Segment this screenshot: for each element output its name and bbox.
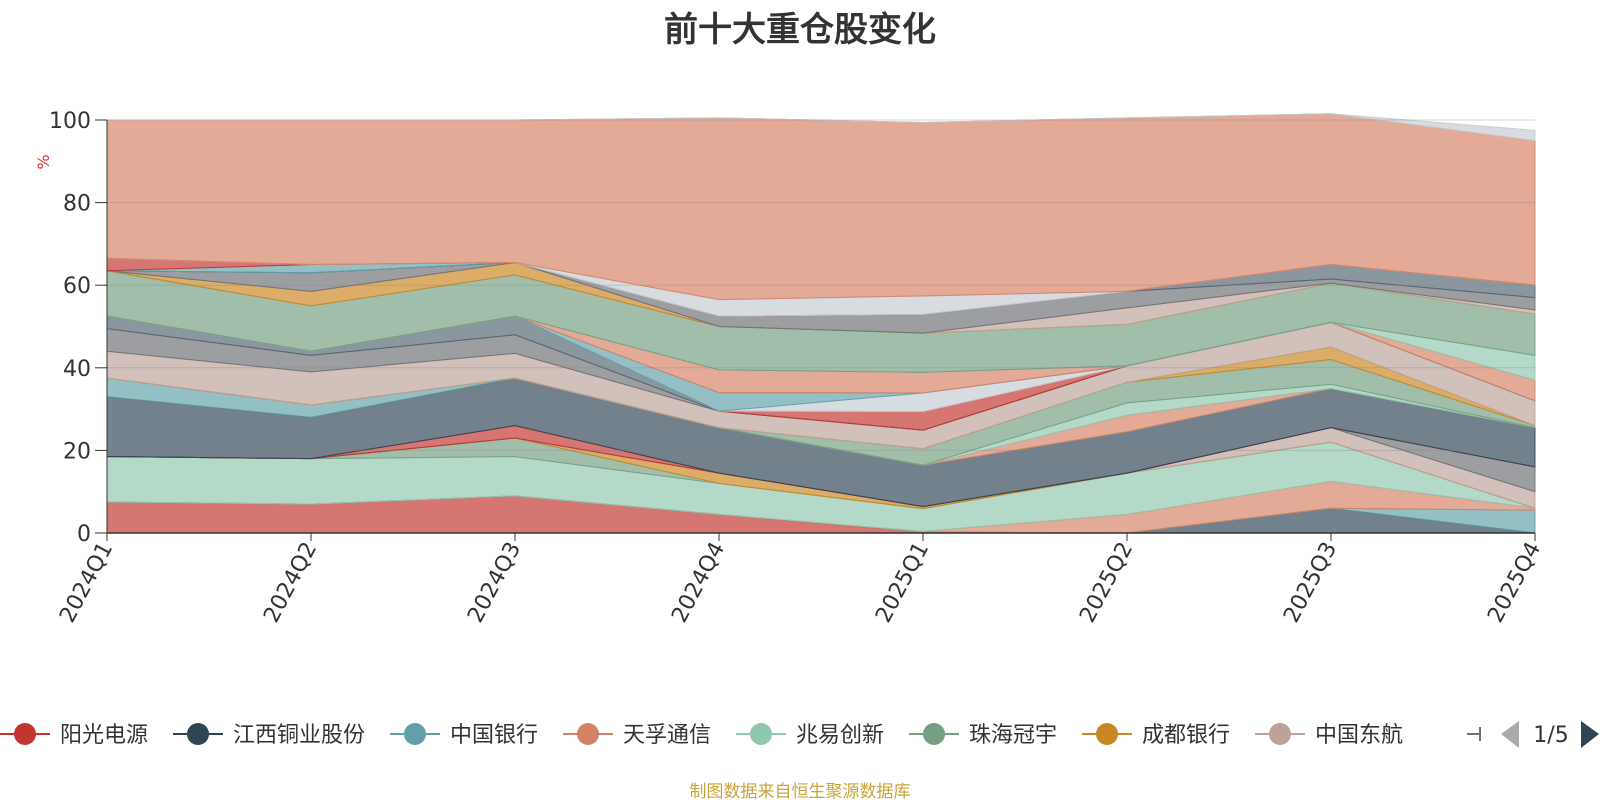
- legend-item-6[interactable]: 成都银行: [1082, 723, 1230, 748]
- x-tick-label: 2025Q1: [871, 538, 934, 627]
- legend-marker: [14, 723, 36, 745]
- legend-label: 成都银行: [1142, 723, 1230, 748]
- legend-marker: [404, 723, 426, 745]
- y-tick-label: 80: [63, 192, 91, 217]
- area-series-34: [107, 113, 1536, 142]
- legend-item-0[interactable]: 阳光电源: [0, 723, 148, 748]
- chart-title: 前十大重仓股变化: [664, 10, 936, 50]
- legend-marker: [923, 723, 945, 745]
- legend-label: 中国银行: [450, 723, 538, 748]
- x-tick-label: 2024Q3: [463, 538, 526, 627]
- legend-marker: [1096, 723, 1118, 745]
- legend-marker: [1269, 723, 1291, 745]
- legend-label: 天孚通信: [623, 723, 711, 748]
- legend-item-1[interactable]: 江西铜业股份: [173, 723, 365, 748]
- legend-item-7[interactable]: 中国东航: [1255, 723, 1403, 748]
- legend-label: 中国东航: [1315, 723, 1403, 748]
- legend-marker: [750, 723, 772, 745]
- legend-item-3[interactable]: 天孚通信: [563, 723, 711, 748]
- x-tick-label: 2024Q2: [259, 538, 322, 627]
- legend-marker: [577, 723, 599, 745]
- legend-page-indicator: 1/5: [1533, 723, 1568, 748]
- source-note: 制图数据来自恒生聚源数据库: [689, 782, 911, 802]
- legend-label: 兆易创新: [796, 723, 884, 748]
- legend: 阳光电源 江西铜业股份 中国银行 天孚通信 兆易创新 珠海冠宇 成都银行 中国东航 1/5: [0, 721, 1599, 748]
- legend-label: 珠海冠宇: [969, 723, 1057, 748]
- legend-marker: [187, 723, 209, 745]
- x-tick-label: 2025Q4: [1483, 538, 1546, 627]
- legend-item-4[interactable]: 兆易创新: [736, 723, 884, 748]
- legend-prev-icon[interactable]: [1501, 721, 1519, 748]
- legend-label: 阳光电源: [60, 723, 148, 748]
- y-tick-label: 40: [63, 357, 91, 382]
- legend-item-2[interactable]: 中国银行: [390, 723, 538, 748]
- x-tick-label: 2025Q2: [1075, 538, 1138, 627]
- y-tick-label: 0: [77, 522, 91, 547]
- y-axis-label: %: [34, 154, 53, 169]
- legend-next-icon[interactable]: [1581, 721, 1599, 748]
- legend-label: 江西铜业股份: [233, 723, 365, 748]
- y-tick-label: 20: [63, 439, 91, 464]
- grid-layer: [107, 119, 1535, 451]
- areas-layer: [106, 113, 1536, 534]
- y-tick-label: 100: [49, 109, 91, 134]
- x-tick-label: 2024Q1: [55, 538, 118, 627]
- legend-item-5[interactable]: 珠海冠宇: [909, 723, 1057, 748]
- x-tick-label: 2025Q3: [1279, 538, 1342, 627]
- y-tick-label: 60: [63, 274, 91, 299]
- x-tick-label: 2024Q4: [667, 538, 730, 627]
